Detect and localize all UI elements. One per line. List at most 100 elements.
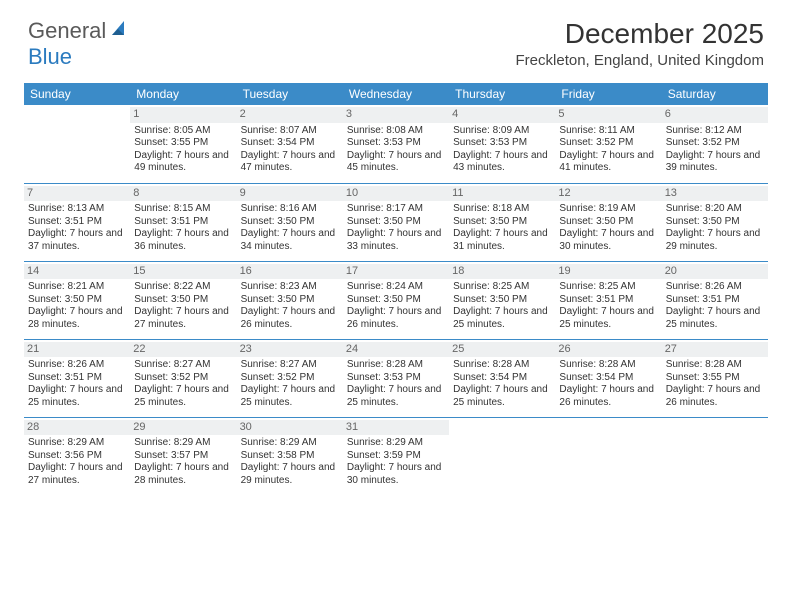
sunset-text: Sunset: 3:50 PM <box>28 294 126 307</box>
calendar-day-cell: 24Sunrise: 8:28 AMSunset: 3:53 PMDayligh… <box>343 339 449 417</box>
sunset-text: Sunset: 3:51 PM <box>28 216 126 229</box>
day-number: 3 <box>343 107 449 123</box>
calendar-day-cell: 22Sunrise: 8:27 AMSunset: 3:52 PMDayligh… <box>130 339 236 417</box>
day-number: 8 <box>130 186 236 202</box>
calendar-day-cell: 29Sunrise: 8:29 AMSunset: 3:57 PMDayligh… <box>130 417 236 495</box>
calendar-table: SundayMondayTuesdayWednesdayThursdayFrid… <box>24 83 768 495</box>
weekday-header: Thursday <box>449 83 555 105</box>
sunset-text: Sunset: 3:51 PM <box>28 372 126 385</box>
sunset-text: Sunset: 3:51 PM <box>559 294 657 307</box>
daylight-text: Daylight: 7 hours and 31 minutes. <box>453 228 551 253</box>
calendar-day-cell: 20Sunrise: 8:26 AMSunset: 3:51 PMDayligh… <box>662 261 768 339</box>
calendar-day-cell: 12Sunrise: 8:19 AMSunset: 3:50 PMDayligh… <box>555 183 661 261</box>
sunset-text: Sunset: 3:53 PM <box>347 372 445 385</box>
sunrise-text: Sunrise: 8:26 AM <box>666 281 764 294</box>
weekday-header: Monday <box>130 83 236 105</box>
day-number: 6 <box>662 107 768 123</box>
daylight-text: Daylight: 7 hours and 26 minutes. <box>666 384 764 409</box>
title-block: December 2025 Freckleton, England, Unite… <box>516 18 764 69</box>
sunrise-text: Sunrise: 8:25 AM <box>453 281 551 294</box>
day-number: 25 <box>449 342 555 358</box>
sunset-text: Sunset: 3:50 PM <box>241 294 339 307</box>
day-number: 28 <box>24 420 130 436</box>
sunset-text: Sunset: 3:54 PM <box>241 137 339 150</box>
sunrise-text: Sunrise: 8:26 AM <box>28 359 126 372</box>
calendar-day-cell: 8Sunrise: 8:15 AMSunset: 3:51 PMDaylight… <box>130 183 236 261</box>
calendar-day-cell: 7Sunrise: 8:13 AMSunset: 3:51 PMDaylight… <box>24 183 130 261</box>
daylight-text: Daylight: 7 hours and 49 minutes. <box>134 150 232 175</box>
sunset-text: Sunset: 3:59 PM <box>347 450 445 463</box>
sunset-text: Sunset: 3:53 PM <box>347 137 445 150</box>
sunset-text: Sunset: 3:55 PM <box>666 372 764 385</box>
sunrise-text: Sunrise: 8:29 AM <box>241 437 339 450</box>
sunrise-text: Sunrise: 8:28 AM <box>559 359 657 372</box>
daylight-text: Daylight: 7 hours and 26 minutes. <box>241 306 339 331</box>
sunset-text: Sunset: 3:50 PM <box>347 294 445 307</box>
day-number: 5 <box>555 107 661 123</box>
sunset-text: Sunset: 3:50 PM <box>453 294 551 307</box>
day-number: 30 <box>237 420 343 436</box>
day-number: 1 <box>130 107 236 123</box>
sunrise-text: Sunrise: 8:29 AM <box>134 437 232 450</box>
sunrise-text: Sunrise: 8:07 AM <box>241 125 339 138</box>
calendar-day-cell <box>662 417 768 495</box>
sunrise-text: Sunrise: 8:24 AM <box>347 281 445 294</box>
sunset-text: Sunset: 3:50 PM <box>241 216 339 229</box>
logo-sub: Blue <box>28 44 72 70</box>
sunrise-text: Sunrise: 8:09 AM <box>453 125 551 138</box>
day-number: 22 <box>130 342 236 358</box>
calendar-day-cell: 31Sunrise: 8:29 AMSunset: 3:59 PMDayligh… <box>343 417 449 495</box>
daylight-text: Daylight: 7 hours and 37 minutes. <box>28 228 126 253</box>
sunset-text: Sunset: 3:52 PM <box>241 372 339 385</box>
daylight-text: Daylight: 7 hours and 25 minutes. <box>666 306 764 331</box>
daylight-text: Daylight: 7 hours and 25 minutes. <box>241 384 339 409</box>
sunrise-text: Sunrise: 8:22 AM <box>134 281 232 294</box>
calendar-day-cell <box>449 417 555 495</box>
sunrise-text: Sunrise: 8:17 AM <box>347 203 445 216</box>
sunset-text: Sunset: 3:54 PM <box>559 372 657 385</box>
sunrise-text: Sunrise: 8:15 AM <box>134 203 232 216</box>
daylight-text: Daylight: 7 hours and 25 minutes. <box>28 384 126 409</box>
day-number: 26 <box>555 342 661 358</box>
sunset-text: Sunset: 3:58 PM <box>241 450 339 463</box>
day-number: 4 <box>449 107 555 123</box>
sunrise-text: Sunrise: 8:23 AM <box>241 281 339 294</box>
day-number: 14 <box>24 264 130 280</box>
calendar-week-row: 1 Sunrise: 8:05 AMSunset: 3:55 PMDaylight… <box>24 105 768 183</box>
calendar-day-cell: 14Sunrise: 8:21 AMSunset: 3:50 PMDayligh… <box>24 261 130 339</box>
logo-text-general: General <box>28 18 106 44</box>
day-number: 12 <box>555 186 661 202</box>
day-number: 23 <box>237 342 343 358</box>
location-text: Freckleton, England, United Kingdom <box>516 52 764 69</box>
daylight-text: Daylight: 7 hours and 28 minutes. <box>134 462 232 487</box>
day-number: 20 <box>662 264 768 280</box>
sunrise-text: Sunrise: 8:29 AM <box>347 437 445 450</box>
daylight-text: Daylight: 7 hours and 28 minutes. <box>28 306 126 331</box>
calendar-day-cell: 18Sunrise: 8:25 AMSunset: 3:50 PMDayligh… <box>449 261 555 339</box>
calendar-day-cell: 4Sunrise: 8:09 AMSunset: 3:53 PMDaylight… <box>449 105 555 183</box>
sunrise-text: Sunrise: 8:28 AM <box>666 359 764 372</box>
sunrise-text: Sunrise: 8:16 AM <box>241 203 339 216</box>
sunrise-text: Sunrise: 8:27 AM <box>134 359 232 372</box>
calendar-day-cell <box>24 105 130 183</box>
daylight-text: Daylight: 7 hours and 26 minutes. <box>559 384 657 409</box>
sunrise-text: Sunrise: 8:13 AM <box>28 203 126 216</box>
daylight-text: Daylight: 7 hours and 30 minutes. <box>559 228 657 253</box>
day-number: 27 <box>662 342 768 358</box>
calendar-day-cell: 2Sunrise: 8:07 AMSunset: 3:54 PMDaylight… <box>237 105 343 183</box>
logo: General <box>28 18 132 44</box>
sunrise-text: Sunrise: 8:28 AM <box>347 359 445 372</box>
sunrise-text: Sunrise: 8:05 AM <box>134 125 232 138</box>
sunset-text: Sunset: 3:50 PM <box>347 216 445 229</box>
calendar-day-cell: 10Sunrise: 8:17 AMSunset: 3:50 PMDayligh… <box>343 183 449 261</box>
calendar-day-cell: 11Sunrise: 8:18 AMSunset: 3:50 PMDayligh… <box>449 183 555 261</box>
sunrise-text: Sunrise: 8:25 AM <box>559 281 657 294</box>
logo-text-blue: Blue <box>28 44 72 69</box>
calendar-body: 1Sunrise: 8:05 AMSunset: 3:55 PMDaylight… <box>24 105 768 495</box>
calendar-day-cell: 3Sunrise: 8:08 AMSunset: 3:53 PMDaylight… <box>343 105 449 183</box>
weekday-header: Tuesday <box>237 83 343 105</box>
day-number: 2 <box>237 107 343 123</box>
sunset-text: Sunset: 3:55 PM <box>134 137 232 150</box>
daylight-text: Daylight: 7 hours and 36 minutes. <box>134 228 232 253</box>
sunrise-text: Sunrise: 8:29 AM <box>28 437 126 450</box>
